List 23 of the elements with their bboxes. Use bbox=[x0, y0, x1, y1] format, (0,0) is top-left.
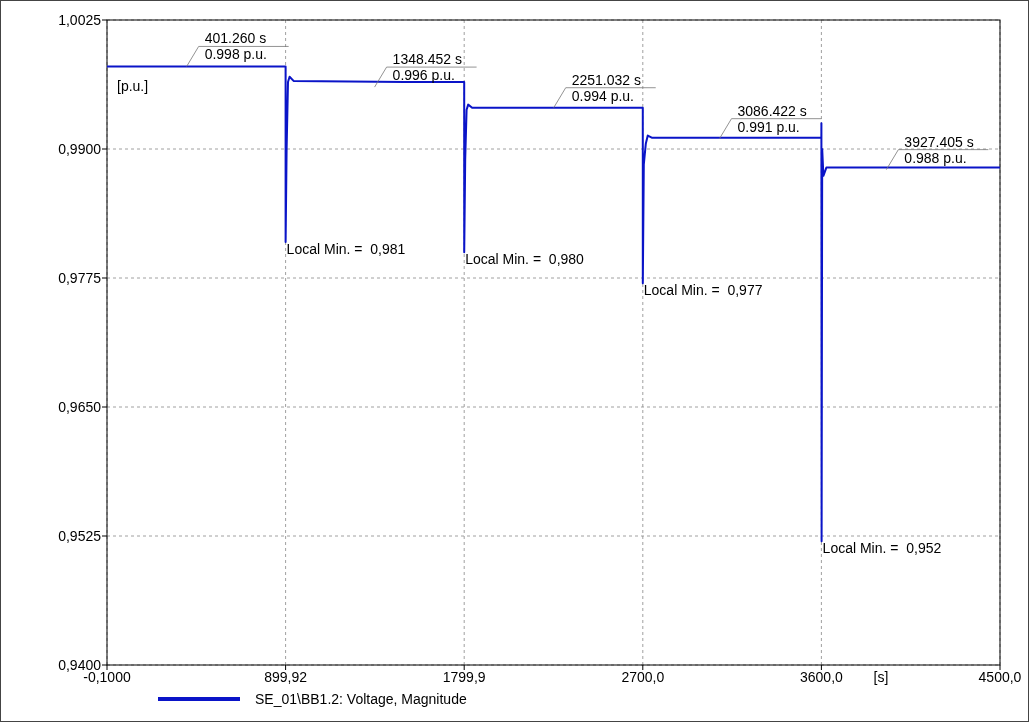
annotation: Local Min. = 0,981 bbox=[286, 240, 406, 257]
x-tick-label: 899,92 bbox=[264, 669, 308, 685]
line-series bbox=[107, 65, 1000, 543]
x-tick-label: 4500,0 bbox=[978, 669, 1022, 685]
annotation: 1348.452 s 0.996 p.u. bbox=[392, 51, 462, 84]
y-tick-label: 1,0025 bbox=[58, 12, 102, 28]
y-tick-label: 0,9900 bbox=[58, 141, 102, 157]
annotation: Local Min. = 0,952 bbox=[822, 540, 942, 557]
x-axis-title: [s] bbox=[873, 669, 889, 685]
x-tick-label: 2700,0 bbox=[621, 669, 665, 685]
annotation: 3927.405 s 0.988 p.u. bbox=[904, 133, 974, 166]
y-tick-label: 0,9650 bbox=[58, 399, 102, 415]
y-axis-title: [p.u.] bbox=[117, 78, 149, 95]
annotation: Local Min. = 0,980 bbox=[465, 251, 585, 268]
x-tick-label: 1799,9 bbox=[442, 669, 486, 685]
y-tick-label: 0,9775 bbox=[58, 270, 102, 286]
annotation: 3086.422 s 0.991 p.u. bbox=[737, 102, 807, 135]
annotation: Local Min. = 0,977 bbox=[643, 282, 763, 299]
text: SE_01\BB1.2: Voltage, Magnitude bbox=[255, 691, 467, 707]
y-tick-label: 0,9525 bbox=[58, 528, 102, 544]
annotation: 2251.032 s 0.994 p.u. bbox=[571, 71, 642, 104]
x-tick-label: 3600,0 bbox=[799, 669, 844, 685]
annotation: 401.260 s 0.998 p.u. bbox=[204, 30, 267, 63]
